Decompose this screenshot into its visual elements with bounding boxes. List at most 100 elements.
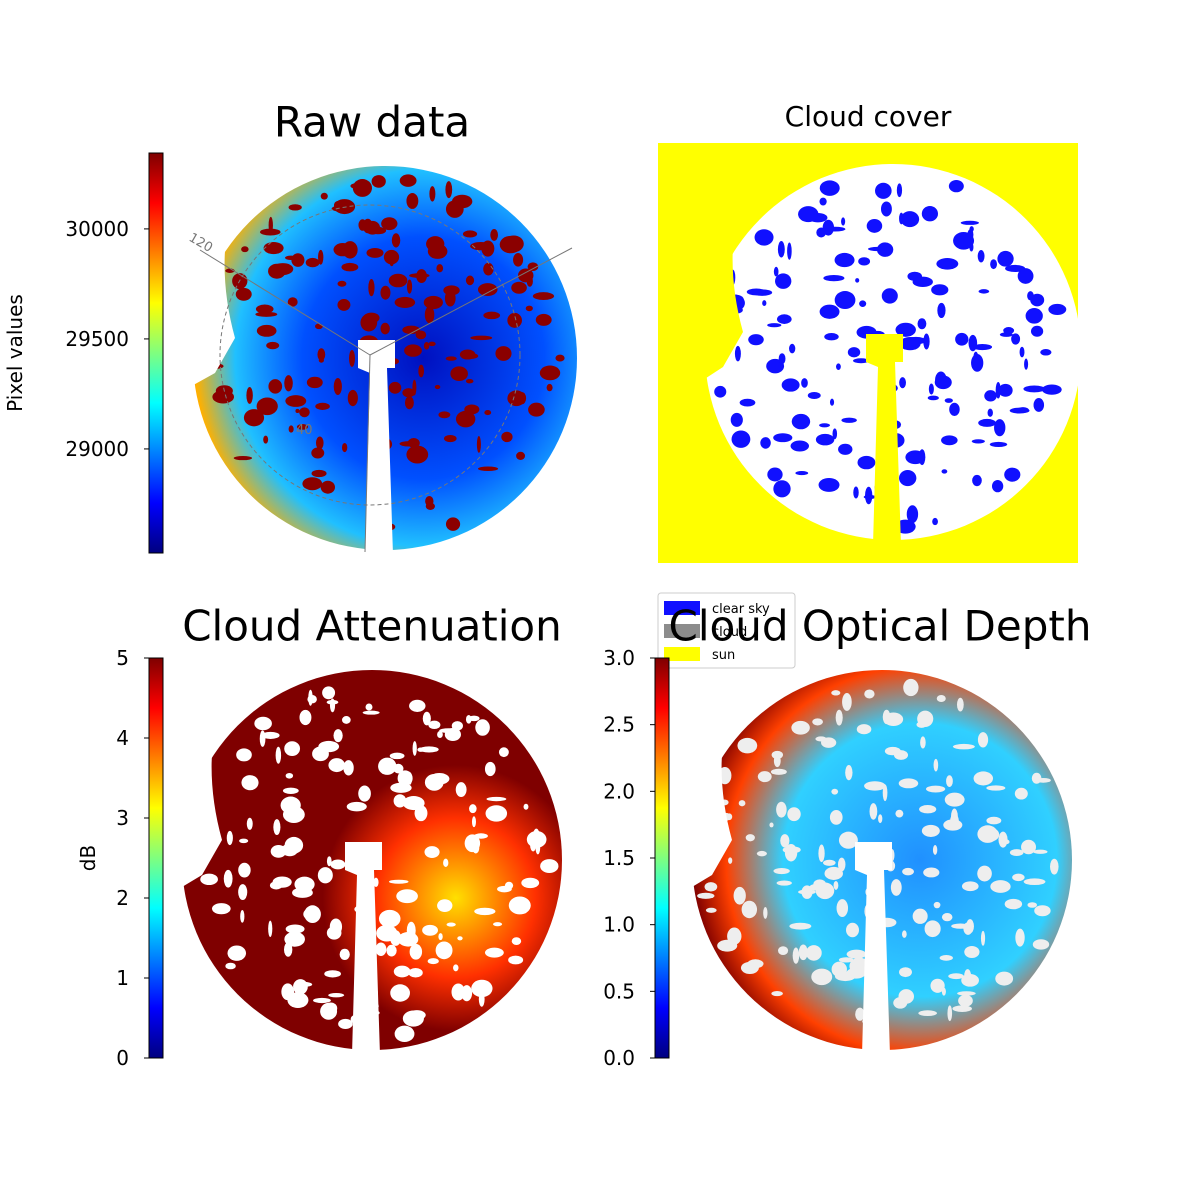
cloud-patch [334, 200, 344, 209]
cloud-patch [781, 378, 800, 392]
cloud-patch [902, 867, 914, 876]
cloud-patch [697, 892, 715, 899]
cloud-patch [349, 349, 355, 367]
cloud-patch [326, 699, 339, 705]
cloud-patch [865, 486, 873, 505]
cloud-patch [773, 433, 793, 443]
cloud-patch [211, 903, 231, 915]
cloud-patch [406, 192, 419, 209]
cloud-patch [917, 710, 934, 727]
cloud-patch [511, 281, 527, 294]
cloud-patch [949, 402, 960, 416]
cloud-patch [282, 787, 299, 794]
cloud-patch [880, 201, 892, 217]
cloud-patch [836, 363, 841, 370]
cloud-patch [1009, 407, 1030, 414]
cloud-patch [778, 946, 789, 956]
cloud-patch [847, 347, 861, 358]
cloud-patch [212, 390, 235, 404]
cloud-patch [778, 353, 786, 365]
cloud-patch [855, 1007, 865, 1021]
cloud-patch [394, 1025, 415, 1042]
cloud-patch [555, 354, 565, 362]
cloud-patch [947, 1005, 953, 1022]
cloud-patch [738, 800, 746, 807]
cloud-patch [971, 353, 984, 372]
cloud-patch [780, 834, 790, 848]
cloud-patch [484, 947, 504, 958]
cloud-patch [404, 344, 422, 357]
cloud-patch [1032, 939, 1050, 950]
cloud-patch [445, 356, 457, 361]
cloud-patch [240, 909, 245, 923]
cloud-patch [948, 179, 964, 193]
cloud-patch [923, 867, 940, 878]
tick-label: 1.5 [603, 846, 635, 870]
cloud-patch [881, 288, 898, 304]
cloud-patch [1009, 849, 1024, 856]
cloud-patch [378, 757, 397, 775]
cloud-patch [896, 183, 903, 198]
cloud-patch [535, 313, 552, 326]
cloud-patch [767, 323, 782, 328]
cloud-patch [963, 922, 973, 935]
cloud-patch [266, 341, 280, 350]
cloud-patch [1019, 346, 1025, 358]
legend-label: cloud [712, 625, 747, 640]
cloud-patch [415, 330, 427, 340]
cloud-patch [841, 417, 857, 423]
cloud-patch [341, 716, 351, 724]
cloud-patch [798, 944, 808, 961]
cloud-patch [225, 962, 236, 970]
cloud-patch [436, 264, 444, 273]
cloud-patch [516, 451, 526, 461]
cloud-patch [376, 924, 398, 942]
legend-swatch [664, 624, 700, 638]
cloud-patch [838, 443, 853, 455]
cloud-patch [895, 809, 904, 818]
cloud-patch [834, 291, 856, 309]
cloud-patch [302, 477, 323, 491]
cloud-patch [527, 262, 539, 272]
cloud-patch [714, 385, 727, 398]
cloud-patch [745, 834, 755, 842]
cloud-patch [773, 868, 790, 875]
cloud-patch [777, 241, 785, 258]
cloud-patch [470, 241, 492, 251]
cloud-patch [284, 836, 304, 854]
cloud-patch [261, 731, 280, 739]
cloud-patch [407, 772, 413, 785]
cloud-patch [1005, 264, 1026, 273]
cloud-patch [475, 719, 490, 736]
cloud-patch [884, 746, 901, 756]
cloud-patch [434, 384, 441, 390]
cloud-patch [437, 730, 443, 739]
cloud-patch [523, 803, 529, 810]
cloud-patch [855, 278, 860, 283]
cloud-patch [1033, 398, 1045, 412]
cloud-patch [388, 273, 408, 288]
cloud-patch [381, 217, 398, 231]
cloud-patch [955, 332, 969, 346]
cloud-patch [464, 404, 480, 415]
cloud-patch [741, 900, 758, 919]
cloud-patch [383, 249, 400, 265]
cloud-patch [320, 192, 328, 200]
cloud-patch [519, 907, 528, 914]
cloud-patch [373, 877, 379, 888]
panel-title: Cloud Attenuation [182, 602, 562, 651]
cloud-patch [968, 334, 978, 352]
cloud-patch [295, 408, 300, 413]
cloud-patch [767, 467, 783, 482]
cloud-patch [739, 398, 756, 407]
cloud-patch [457, 936, 463, 941]
colorbar-label: Pixel values [3, 294, 27, 412]
cloud-patch [268, 263, 286, 279]
cloud-patch [287, 992, 309, 1009]
cloud-patch [498, 747, 509, 758]
cloud-patch [285, 255, 297, 260]
cloud-patch [445, 181, 453, 199]
cloud-patch [986, 785, 1006, 791]
obstruction [687, 670, 742, 890]
cloud-patch [773, 480, 791, 498]
